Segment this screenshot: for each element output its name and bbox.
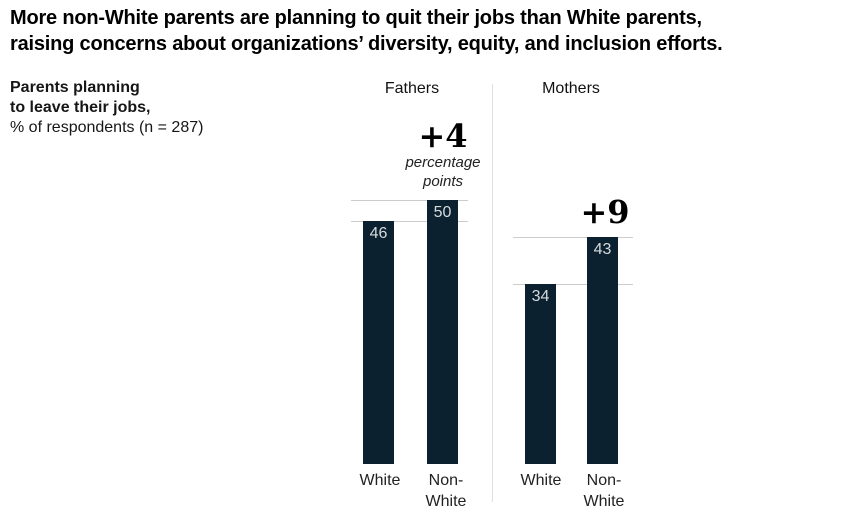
chart-subtitle: Parents planning to leave their jobs, % … [10, 78, 330, 138]
category-label-fathers-nonwhite: Non-White [425, 472, 467, 510]
bar-fathers-nonwhite: 50 [427, 200, 458, 464]
bar-value-mothers-white: 34 [531, 288, 550, 306]
delta-mothers: +9 [580, 193, 630, 231]
subtitle-note: % of respondents (n = 287) [10, 119, 204, 136]
delta-note-fathers: percentage points [405, 154, 481, 190]
headline-line1: More non-White parents are planning to q… [10, 7, 702, 29]
subtitle-line2: to leave their jobs, [10, 99, 151, 116]
bar-fathers-white: 46 [363, 221, 394, 464]
gridline-fathers-nonwhite [351, 200, 468, 201]
bar-mothers-white: 34 [525, 284, 556, 464]
category-label-mothers-nonwhite: Non-White [583, 472, 625, 510]
bar-value-mothers-nonwhite: 43 [593, 240, 612, 258]
bar-value-fathers-nonwhite: 50 [433, 204, 452, 221]
subtitle-line1: Parents planning [10, 79, 140, 96]
chart-headline: More non-White parents are planning to q… [10, 5, 840, 57]
gridline-mothers-white [513, 284, 633, 286]
bar-mothers-nonwhite: 43 [587, 236, 618, 464]
category-label-mothers-white: White [520, 472, 562, 489]
category-label-fathers-white: White [359, 472, 401, 489]
bar-value-fathers-white: 46 [369, 225, 388, 243]
group-divider-line [492, 84, 493, 502]
group-label-mothers: Mothers [542, 80, 600, 97]
delta-fathers: +4 [418, 117, 468, 155]
gridline-fathers-white [351, 221, 468, 223]
gridline-mothers-nonwhite [513, 236, 633, 238]
headline-line2: raising concerns about organizations’ di… [10, 33, 723, 55]
group-label-fathers: Fathers [384, 80, 440, 97]
